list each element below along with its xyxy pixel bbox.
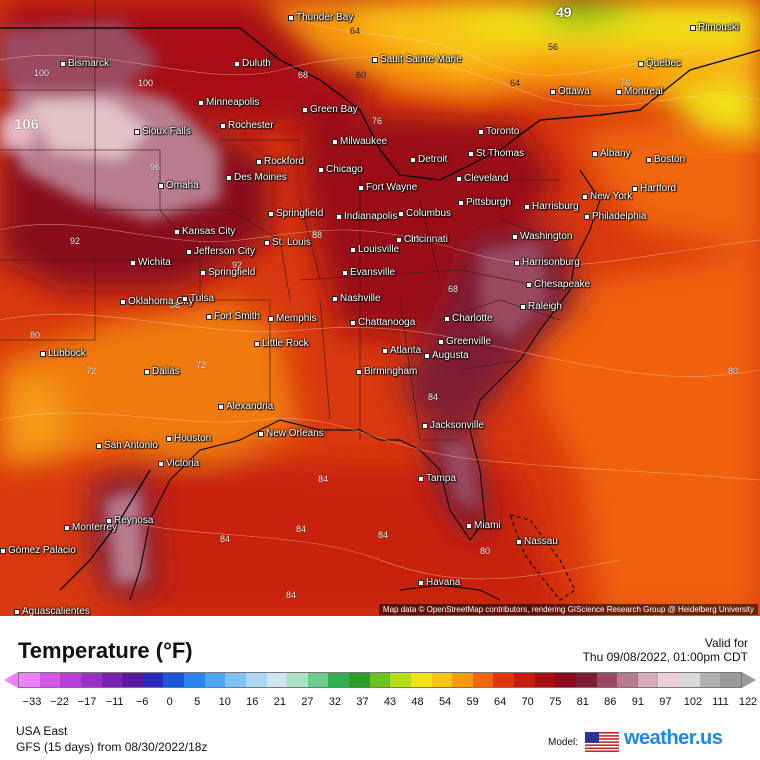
color-scale-segment (122, 673, 143, 687)
color-scale-segment (410, 673, 432, 687)
color-scale-segment (349, 673, 370, 687)
color-scale-segment (225, 673, 246, 687)
color-scale-tick-label: 86 (604, 696, 617, 708)
model-label: Model: (548, 737, 579, 748)
color-scale-tick-label: 122 (738, 696, 758, 708)
color-scale-tick-label: −6 (135, 696, 149, 708)
color-scale-segment (163, 673, 184, 687)
color-scale-segment (431, 673, 453, 687)
color-scale-segment (328, 673, 349, 687)
color-scale-tick-label: 59 (466, 696, 479, 708)
color-scale-segment (245, 673, 267, 687)
color-scale-segment (555, 673, 576, 687)
coastlines (129, 169, 601, 601)
color-scale-tick-label: 43 (383, 696, 397, 708)
brand-logo[interactable]: weather.us (624, 727, 723, 749)
isotherm-lines (0, 19, 760, 580)
color-scale-segment (679, 673, 700, 687)
color-scale-segment (80, 673, 102, 687)
color-scale-tick-label: 111 (712, 696, 729, 708)
color-scale-segment (101, 673, 123, 687)
color-scale-segment (637, 673, 659, 687)
color-scale-segment (184, 673, 205, 687)
color-scale-segment (287, 673, 308, 687)
color-scale-tick-label: 0 (166, 696, 173, 708)
color-scale-tick-label: 5 (194, 696, 201, 708)
color-scale-tick-label: 48 (411, 696, 424, 708)
model-run-label: GFS (15 days) from 08/30/2022/18z (16, 740, 208, 754)
color-scale-segment (266, 673, 288, 687)
color-scale-segment (452, 673, 473, 687)
color-scale-tick-label: 32 (328, 696, 342, 708)
color-scale-bar (18, 672, 742, 688)
color-scale (4, 672, 756, 692)
color-scale-segment (720, 673, 741, 687)
color-scale-tick-label: −17 (77, 696, 97, 708)
color-scale-tick-label: 70 (521, 696, 534, 708)
color-scale-segment (472, 673, 494, 687)
color-scale-tick-label: 81 (576, 696, 589, 708)
country-borders (0, 27, 760, 591)
map-attribution: Map data © OpenStreetMap contributors, r… (378, 604, 758, 615)
legend-panel: Temperature (°F) Valid for Thu 09/08/202… (0, 616, 760, 760)
map-canvas (0, 0, 760, 616)
color-scale-segment (617, 673, 638, 687)
color-scale-tick-label: 64 (494, 696, 507, 708)
color-scale-tick-label: 91 (631, 696, 644, 708)
color-scale-segment (60, 673, 81, 687)
scale-min-arrow-icon (4, 672, 18, 688)
region-label: USA East (16, 724, 68, 738)
color-scale-tick-label: 37 (356, 696, 369, 708)
color-scale-segment (493, 673, 514, 687)
color-scale-segment (142, 673, 164, 687)
color-scale-segment (575, 673, 597, 687)
temperature-field (0, 0, 760, 616)
scale-max-arrow-icon (742, 672, 756, 688)
color-scale-segment (514, 673, 535, 687)
color-scale-ticks: −33 −22 −17 −11 −6 0 5 10 16 21 27 32 37 43 48 54 59 64 70… (0, 696, 760, 712)
state-borders (0, 0, 561, 441)
color-scale-segment (534, 673, 556, 687)
color-scale-segment (19, 673, 40, 687)
temperature-map: 106 100 100 96 92 92 88 84 84 80 80 76 76 72 72 68 68 64 6… (0, 0, 760, 616)
valid-time: Thu 09/08/2022, 01:00pm CDT (582, 650, 748, 664)
color-scale-tick-label: 54 (438, 696, 452, 708)
color-scale-tick-label: 16 (246, 696, 259, 708)
color-scale-tick-label: 10 (218, 696, 231, 708)
color-scale-tick-label: −33 (22, 696, 42, 708)
color-scale-segment (699, 673, 721, 687)
color-scale-tick-label: −11 (105, 696, 124, 708)
color-scale-segment (390, 673, 411, 687)
color-scale-segment (596, 673, 618, 687)
color-scale-tick-label: 21 (273, 696, 286, 708)
color-scale-tick-label: −22 (50, 696, 69, 708)
color-scale-segment (307, 673, 329, 687)
legend-title: Temperature (°F) (18, 638, 193, 663)
us-flag-icon (585, 732, 619, 752)
color-scale-tick-label: 75 (549, 696, 562, 708)
color-scale-tick-label: 27 (301, 696, 314, 708)
color-scale-segment (39, 673, 61, 687)
color-scale-segment (204, 673, 226, 687)
color-scale-tick-label: 97 (659, 696, 672, 708)
color-scale-tick-label: 102 (683, 696, 703, 708)
color-scale-segment (369, 673, 391, 687)
color-scale-segment (658, 673, 679, 687)
valid-label: Valid for (704, 636, 748, 650)
